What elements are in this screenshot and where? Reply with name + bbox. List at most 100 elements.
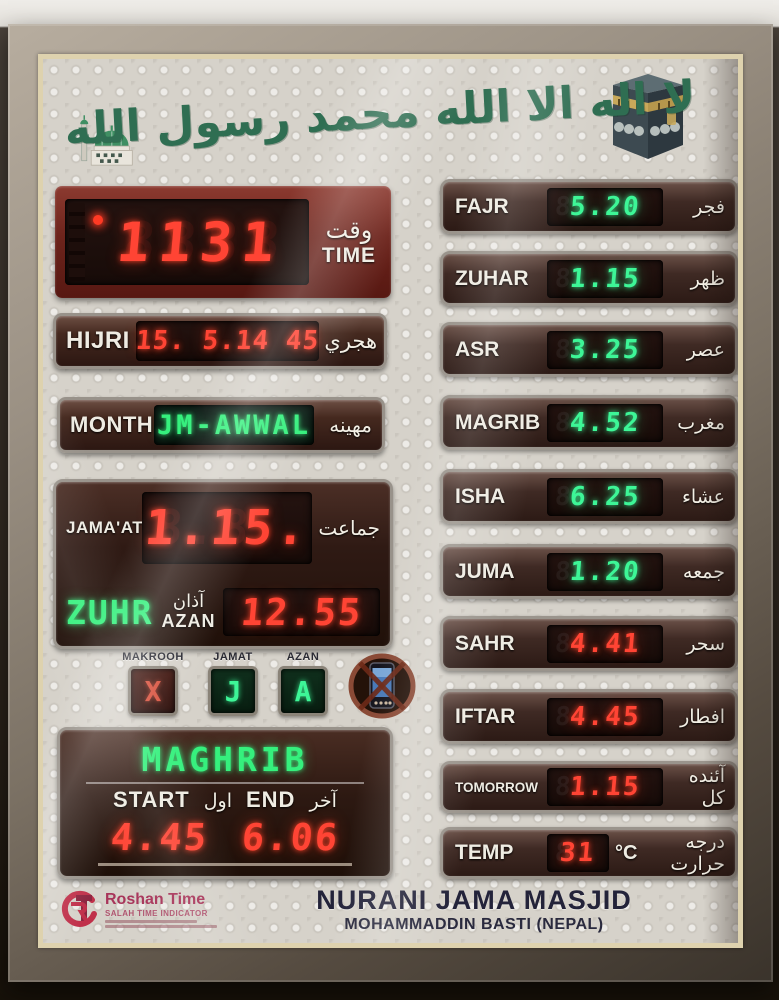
prayer-row-magrib: MAGRIB 4.52 مغرب — [440, 395, 738, 450]
jamaat-led-window: 1.15. — [142, 492, 312, 564]
prayer-led-window: 5.20 — [547, 187, 663, 226]
temperature-value: 31 — [559, 838, 597, 868]
temperature-label-arabic: درجه حرارت — [670, 831, 725, 875]
prayer-label-arabic: عشاء — [681, 485, 725, 508]
prayer-led-window: 4.52 — [547, 403, 663, 442]
maghrib-panel: MAGHRIB START اول END آخر 4.45 6.06 — [57, 727, 393, 879]
prayer-row-zuhar: ZUHAR 1.15 ظهر — [440, 251, 738, 306]
hijri-label: HIJRI — [66, 327, 130, 354]
prayer-row-isha: ISHA 6.25 عشاء — [440, 469, 738, 524]
prayer-label-arabic: افطار — [680, 705, 725, 728]
green-dome-mosque-icon — [79, 115, 133, 166]
hijri-date-panel: HIJRI 15. 5.14 45 هجري — [53, 313, 387, 369]
prayer-row-fajr: FAJR 5.20 فجر — [440, 179, 738, 234]
prayer-row-juma: JUMA 1.20 جمعه — [440, 544, 738, 599]
no-mobile-phone-icon — [348, 653, 416, 719]
prayer-label-arabic: فجر — [693, 195, 725, 218]
jamaat-label-arabic: جماعت — [318, 516, 380, 540]
hijri-label-arabic: هجري — [324, 329, 378, 353]
makrooh-lamp: X — [128, 666, 178, 716]
azan-led-window: 12.55 — [223, 588, 380, 636]
prayer-row-sahr: SAHR 4.41 سحر — [440, 616, 738, 671]
masjid-location: MOHAMMADDIN BASTI (NEPAL) — [344, 916, 604, 934]
clock-panel: 1131 وقت TIME — [55, 186, 391, 298]
jamaat-azan-panel: JAMA'AT 1.15. جماعت ZUHR آذان AZAN 12.55 — [53, 479, 393, 649]
azan-label: AZAN — [161, 611, 216, 631]
jamaat-value: 1.15. — [142, 500, 312, 556]
prayer-led-window: 1.15 — [547, 259, 663, 298]
prayer-value: 4.41 — [568, 628, 642, 659]
prayer-label-arabic: آئنده كل — [688, 765, 725, 809]
prayer-row-tomorrow: TOMORROW 1.15 آئنده كل — [440, 761, 738, 813]
prayer-led-window: 3.25 — [547, 330, 663, 369]
roshan-time-logo-icon — [61, 890, 97, 927]
temperature-unit: °C — [615, 841, 638, 864]
masjid-name: NURANI JAMA MASJID — [316, 885, 632, 916]
led-module-strip — [69, 203, 85, 281]
maghrib-end-label: END — [246, 787, 296, 812]
month-label: MONTH — [70, 412, 154, 437]
azan-indicator: AZAN A — [271, 651, 335, 716]
jamat-label: JAMAT — [213, 651, 253, 663]
prayer-value: 3.25 — [568, 334, 642, 365]
prayer-led-window: 1.20 — [547, 552, 663, 591]
clock-label: TIME — [321, 244, 377, 267]
prayer-led-window: 4.45 — [547, 697, 663, 736]
prayer-label-arabic: ظهر — [690, 267, 725, 290]
prayer-value: 5.20 — [568, 191, 642, 222]
azan-value: 12.55 — [239, 590, 365, 634]
brand-fine-print-line — [105, 920, 197, 923]
azan-lamp: A — [278, 666, 328, 716]
clock-label-arabic: وقت — [325, 216, 373, 244]
prayer-label-arabic: عصر — [686, 338, 725, 361]
prayer-label: ISHA — [455, 484, 506, 508]
maghrib-title: MAGHRIB — [141, 740, 309, 779]
brand-fine-print-line — [105, 925, 217, 928]
prayer-label: ASR — [455, 337, 500, 361]
prayer-value: 1.15 — [568, 772, 642, 802]
month-panel: MONTH JM-AWWAL مهينه — [57, 397, 385, 453]
footer: Roshan Time SALAH TIME INDICATOR NURANI … — [49, 881, 731, 939]
prayer-label: JUMA — [455, 559, 515, 583]
prayer-label: IFTAR — [455, 704, 516, 728]
maghrib-start-label-arabic: اول — [203, 790, 232, 812]
month-label-arabic: مهينه — [329, 413, 372, 437]
month-led-window: JM-AWWAL — [154, 405, 314, 445]
shahada-calligraphy: لا اله الا الله محمد رسول الله — [63, 71, 697, 155]
prayer-value: 4.45 — [568, 701, 642, 732]
makrooh-label: MAKROOH — [122, 651, 184, 663]
prayer-value: 1.20 — [568, 556, 642, 587]
clock-value: 1131 — [114, 210, 286, 274]
prayer-label-arabic: مغرب — [677, 411, 725, 434]
prayer-label: TOMORROW — [455, 779, 538, 795]
prayer-led-window: 1.15 — [547, 768, 663, 806]
current-prayer-name: ZUHR — [66, 592, 154, 632]
am-pm-indicator-dot — [93, 215, 103, 225]
maghrib-end-value: 6.06 — [240, 816, 341, 859]
brand-block: Roshan Time SALAH TIME INDICATOR — [49, 889, 217, 931]
jamat-indicator: JAMAT J — [201, 651, 265, 716]
prayer-label-arabic: سحر — [686, 632, 725, 655]
prayer-row-asr: ASR 3.25 عصر — [440, 322, 738, 377]
jamat-lamp: J — [208, 666, 258, 716]
frame-liner: لا اله الا الله محمد رسول الله — [38, 54, 743, 948]
hijri-value: 15. 5.14 45 — [134, 326, 321, 356]
azan-indicator-label: AZAN — [286, 651, 320, 663]
brand-name: Roshan Time — [105, 891, 206, 908]
prayer-led-window: 4.41 — [547, 624, 663, 663]
maghrib-start-value: 4.45 — [108, 816, 210, 859]
prayer-value: 4.52 — [568, 407, 642, 438]
prayer-value: 1.15 — [568, 263, 642, 294]
month-value: JM-AWWAL — [156, 409, 312, 441]
jamaat-label: JAMA'AT — [66, 518, 144, 537]
temperature-label: TEMP — [455, 841, 514, 864]
kaaba-icon — [613, 74, 683, 159]
brand-tagline: SALAH TIME INDICATOR — [105, 909, 208, 918]
makrooh-indicator: MAKROOH X — [121, 651, 185, 716]
maghrib-end-label-arabic: آخر — [309, 790, 337, 812]
prayer-clock-board: لا اله الا الله محمد رسول الله — [43, 59, 738, 943]
prayer-label: SAHR — [455, 631, 515, 655]
picture-frame: لا اله الا الله محمد رسول الله — [8, 24, 773, 982]
prayer-row-iftar: IFTAR 4.45 افطار — [440, 689, 738, 744]
temperature-row: TEMP 31 °C درجه حرارت — [440, 827, 738, 879]
